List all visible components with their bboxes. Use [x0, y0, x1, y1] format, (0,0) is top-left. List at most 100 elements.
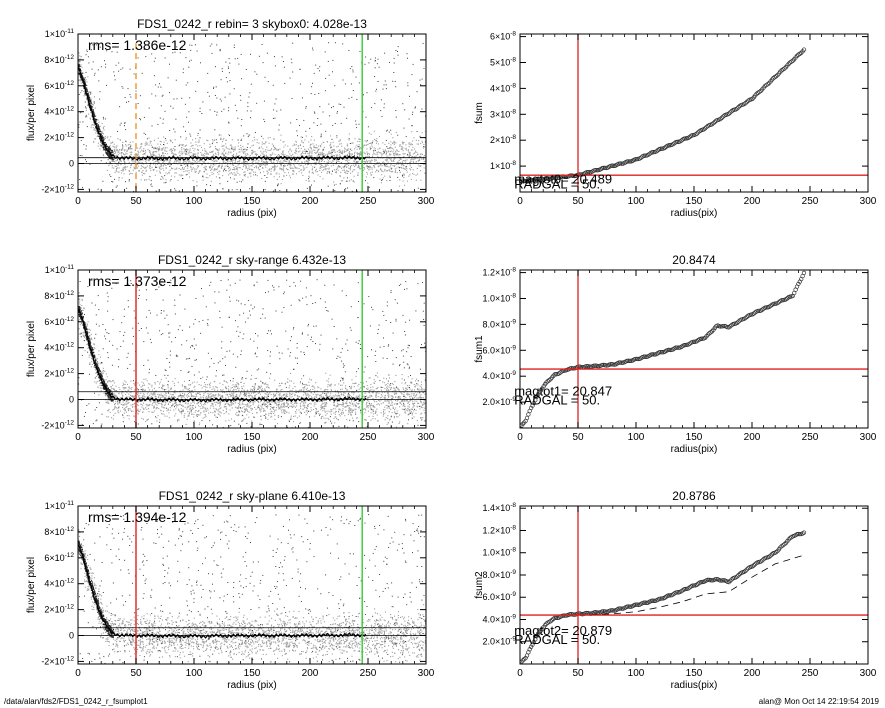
profile-point [143, 148, 145, 150]
profile-point [390, 159, 392, 161]
outlier-point [397, 46, 399, 48]
profile-point [410, 162, 412, 164]
outlier-point [86, 126, 88, 128]
profile-point [101, 144, 103, 146]
profile-point [262, 383, 264, 385]
profile-point [351, 142, 353, 144]
outlier-point [109, 146, 110, 148]
profile-point [250, 407, 252, 409]
profile-point [406, 180, 408, 182]
profile-point [342, 169, 344, 171]
profile-point [170, 164, 172, 166]
profile-point [392, 171, 394, 173]
profile-point [424, 146, 426, 148]
profile-point [168, 171, 170, 173]
profile-point [281, 179, 283, 181]
profile-point [111, 160, 113, 162]
profile-point [189, 160, 191, 162]
profile-point [178, 145, 180, 147]
profile-point [346, 155, 348, 157]
profile-point [90, 97, 92, 99]
outlier-point [80, 139, 82, 141]
profile-point [217, 154, 219, 156]
profile-point [340, 388, 342, 390]
profile-point [375, 410, 377, 412]
profile-point [206, 139, 208, 141]
profile-point [347, 172, 349, 174]
profile-point [333, 149, 335, 151]
profile-point [215, 176, 217, 178]
profile-point [298, 415, 300, 417]
profile-point [234, 173, 236, 175]
outlier-point [313, 180, 315, 182]
profile-point [270, 160, 272, 162]
profile-point [315, 408, 317, 410]
profile-point [219, 401, 221, 403]
profile-point [204, 386, 206, 388]
outlier-point [375, 90, 377, 92]
profile-point [220, 396, 222, 398]
profile-point [370, 394, 372, 396]
outlier-point [202, 101, 204, 103]
profile-point [334, 150, 336, 152]
profile-point [220, 402, 222, 404]
profile-point [279, 167, 281, 169]
profile-point [317, 151, 319, 153]
profile-point [211, 404, 213, 406]
profile-point [265, 149, 267, 151]
profile-point [244, 153, 246, 155]
profile-point [194, 170, 196, 172]
profile-point [163, 390, 165, 392]
outlier-point [174, 131, 176, 133]
profile-point [384, 143, 386, 145]
profile-point [371, 167, 373, 169]
outlier-point [385, 130, 387, 132]
profile-point [253, 136, 255, 138]
profile-point [129, 141, 131, 143]
profile-point [259, 171, 261, 173]
profile-point [261, 164, 263, 166]
outlier-point [99, 46, 101, 48]
profile-point [153, 168, 155, 170]
profile-point [186, 388, 188, 390]
profile-point [338, 140, 340, 142]
profile-point [248, 166, 250, 168]
profile-point [120, 154, 122, 156]
profile-point [150, 153, 152, 155]
outlier-point [85, 107, 87, 109]
profile-point [368, 400, 370, 402]
outlier-point [195, 90, 197, 92]
outlier-point [301, 136, 303, 138]
outlier-point [116, 185, 118, 187]
profile-point [386, 159, 388, 161]
profile-point [256, 153, 258, 155]
profile-point [112, 380, 114, 382]
outlier-point [332, 106, 334, 108]
profile-point [154, 148, 156, 150]
profile-point [147, 158, 149, 160]
profile-point [157, 162, 159, 164]
profile-point [299, 165, 301, 167]
profile-point [134, 149, 136, 151]
profile-point [356, 152, 358, 154]
profile-point [315, 161, 317, 163]
profile-point [265, 155, 267, 157]
profile-point [243, 385, 245, 387]
profile-point [172, 381, 174, 383]
profile-point [222, 162, 224, 164]
profile-point [158, 403, 160, 405]
profile-point [409, 153, 411, 155]
profile-point [377, 151, 379, 153]
profile-point [154, 161, 156, 163]
profile-point [271, 158, 273, 160]
profile-point [399, 171, 401, 173]
profile-point [390, 133, 392, 135]
profile-point [357, 160, 359, 162]
profile-point [280, 162, 282, 164]
outlier-point [115, 64, 117, 66]
outlier-point [174, 51, 176, 53]
profile-point [327, 171, 329, 173]
profile-point [358, 153, 360, 155]
outlier-point [344, 83, 346, 85]
outlier-point [230, 177, 231, 179]
